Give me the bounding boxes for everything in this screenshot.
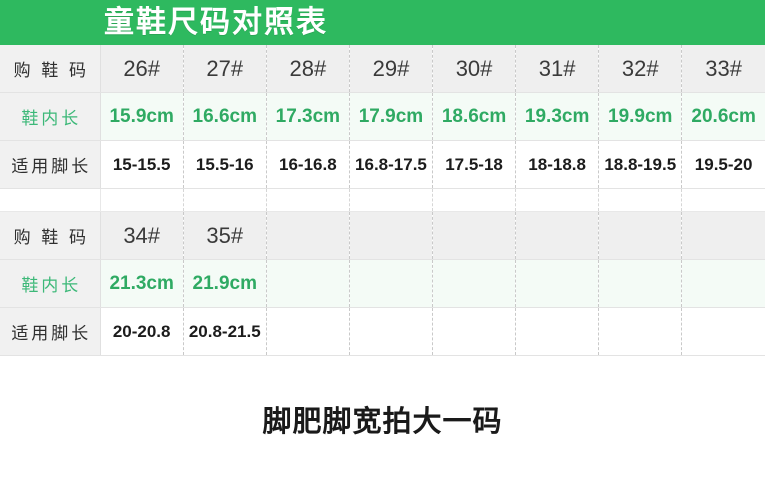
spacer-cell xyxy=(432,188,517,212)
cell-foot-length xyxy=(266,307,350,356)
cell-shoe-code xyxy=(515,211,600,260)
cell-foot-length xyxy=(598,307,683,356)
spacer-cell xyxy=(515,188,600,212)
cell-foot-length: 19.5-20 xyxy=(681,140,765,189)
cell-shoe-code xyxy=(432,211,517,260)
spacer-cell xyxy=(0,188,101,212)
cell-inner-length xyxy=(266,259,350,308)
title-banner: 童鞋尺码对照表 xyxy=(0,0,765,45)
cell-inner-length: 21.3cm xyxy=(100,259,184,308)
row-label-inner-length-1: 鞋内长 xyxy=(0,92,101,141)
row-label-shoe-code-1: 购 鞋 码 xyxy=(0,45,101,93)
size-chart-table: 购 鞋 码 26# 27# 28# 29# 30# 31# 32# 33# 鞋内… xyxy=(0,45,765,356)
cell-inner-length: 20.6cm xyxy=(681,92,765,141)
cell-foot-length: 20.8-21.5 xyxy=(183,307,267,356)
spacer-cell xyxy=(681,188,765,212)
row-label-shoe-code-2: 购 鞋 码 xyxy=(0,211,101,260)
cell-inner-length xyxy=(681,259,765,308)
cell-foot-length xyxy=(432,307,517,356)
cell-foot-length: 18-18.8 xyxy=(515,140,600,189)
cell-shoe-code: 33# xyxy=(681,45,765,93)
spacer-cell xyxy=(349,188,434,212)
cell-shoe-code: 27# xyxy=(183,45,267,93)
footer-note: 脚肥脚宽拍大一码 xyxy=(262,406,503,438)
cell-shoe-code: 26# xyxy=(100,45,184,93)
cell-inner-length: 15.9cm xyxy=(100,92,184,141)
row-label-foot-length-2: 适用脚长 xyxy=(0,307,101,356)
cell-foot-length: 15-15.5 xyxy=(100,140,184,189)
cell-inner-length: 21.9cm xyxy=(183,259,267,308)
cell-foot-length xyxy=(515,307,600,356)
table-row: 购 鞋 码 26# 27# 28# 29# 30# 31# 32# 33# xyxy=(0,45,765,93)
cell-inner-length xyxy=(349,259,434,308)
cell-inner-length xyxy=(432,259,517,308)
cell-foot-length: 18.8-19.5 xyxy=(598,140,683,189)
cell-shoe-code: 28# xyxy=(266,45,350,93)
cell-foot-length xyxy=(349,307,434,356)
cell-foot-length: 16.8-17.5 xyxy=(349,140,434,189)
cell-inner-length: 19.9cm xyxy=(598,92,683,141)
cell-foot-length xyxy=(681,307,765,356)
cell-inner-length: 17.9cm xyxy=(349,92,434,141)
table-row: 鞋内长 15.9cm 16.6cm 17.3cm 17.9cm 18.6cm 1… xyxy=(0,92,765,141)
cell-inner-length: 18.6cm xyxy=(432,92,517,141)
spacer-cell xyxy=(100,188,184,212)
cell-shoe-code xyxy=(681,211,765,260)
cell-shoe-code: 35# xyxy=(183,211,267,260)
cell-foot-length: 15.5-16 xyxy=(183,140,267,189)
cell-foot-length: 20-20.8 xyxy=(100,307,184,356)
cell-shoe-code xyxy=(266,211,350,260)
spacer-cell xyxy=(183,188,267,212)
table-row: 购 鞋 码 34# 35# xyxy=(0,211,765,260)
cell-shoe-code: 34# xyxy=(100,211,184,260)
cell-shoe-code: 30# xyxy=(432,45,517,93)
cell-inner-length xyxy=(598,259,683,308)
cell-shoe-code: 31# xyxy=(515,45,600,93)
cell-shoe-code: 29# xyxy=(349,45,434,93)
cell-shoe-code xyxy=(598,211,683,260)
table-row: 适用脚长 15-15.5 15.5-16 16-16.8 16.8-17.5 1… xyxy=(0,140,765,189)
cell-shoe-code: 32# xyxy=(598,45,683,93)
page-title: 童鞋尺码对照表 xyxy=(104,5,328,39)
row-label-foot-length-1: 适用脚长 xyxy=(0,140,101,189)
cell-inner-length xyxy=(515,259,600,308)
row-label-inner-length-2: 鞋内长 xyxy=(0,259,101,308)
cell-inner-length: 16.6cm xyxy=(183,92,267,141)
cell-inner-length: 17.3cm xyxy=(266,92,350,141)
spacer-cell xyxy=(598,188,683,212)
table-block-spacer xyxy=(0,188,765,212)
footer-note-area: 脚肥脚宽拍大一码 xyxy=(0,356,765,482)
cell-shoe-code xyxy=(349,211,434,260)
table-row: 鞋内长 21.3cm 21.9cm xyxy=(0,259,765,308)
cell-foot-length: 16-16.8 xyxy=(266,140,350,189)
table-row: 适用脚长 20-20.8 20.8-21.5 xyxy=(0,307,765,356)
cell-inner-length: 19.3cm xyxy=(515,92,600,141)
spacer-cell xyxy=(266,188,350,212)
cell-foot-length: 17.5-18 xyxy=(432,140,517,189)
